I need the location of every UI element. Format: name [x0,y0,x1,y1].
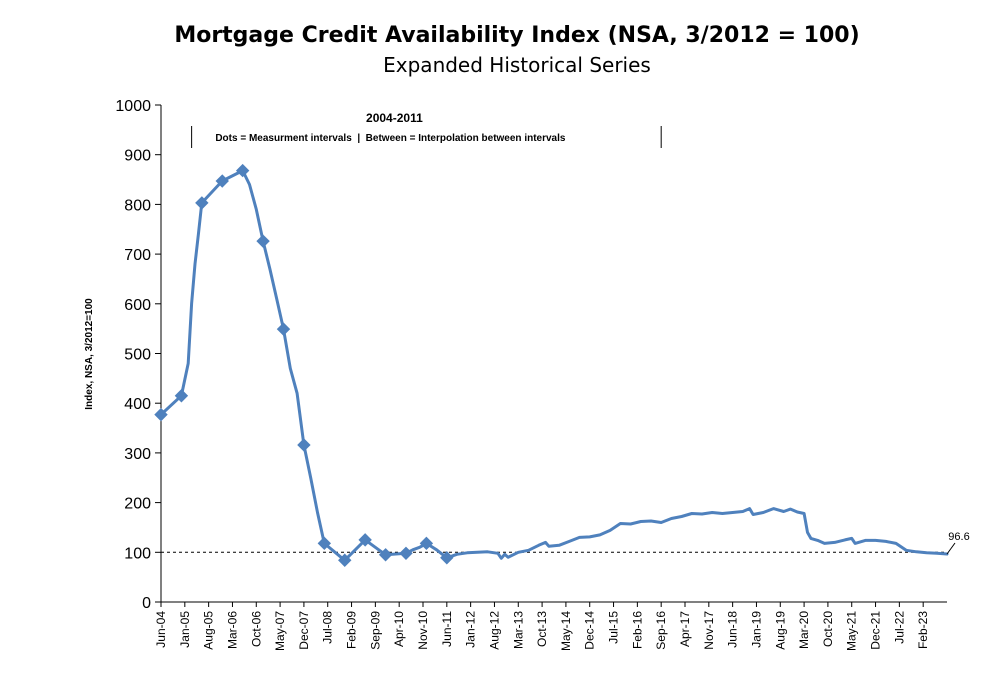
measurement-marker [317,536,332,551]
x-tick-label: Oct-13 [535,611,549,647]
measurement-marker [338,553,352,567]
x-tick-label: May-21 [845,611,859,651]
y-tick-label: 200 [124,496,151,513]
x-tick-label: Aug-05 [202,611,216,650]
measurement-markers [154,163,454,567]
x-tick-label: Jan-05 [178,611,192,648]
measurement-marker [358,533,372,547]
x-tick-label: May-07 [273,611,287,651]
x-tick-label: Dec-14 [583,611,597,650]
measurement-marker [276,322,291,336]
x-tick-label: Nov-10 [416,611,430,650]
measurement-marker [154,407,168,422]
x-tick-label: Apr-10 [392,611,406,647]
x-tick-label: Jan-19 [749,611,763,648]
chart-title: Mortgage Credit Availability Index (NSA,… [174,23,859,48]
x-tick-label: Aug-19 [773,611,787,650]
x-tick-label: Jun-11 [440,611,454,647]
x-tick-label: Dec-07 [297,611,311,650]
x-tick-label: Sep-16 [654,611,668,650]
x-tick-label: Mar-13 [511,611,525,649]
y-tick-label: 300 [124,446,151,463]
x-tick-label: Mar-20 [797,611,811,649]
y-tick-label: 900 [124,148,151,165]
y-tick-label: 700 [124,247,151,264]
x-tick-label: Feb-09 [345,611,359,649]
y-tick-label: 600 [124,297,151,314]
x-tick-label: Jan-12 [464,611,478,648]
x-tick-label: Jul-08 [321,611,335,644]
annotation-title: 2004-2011 [366,111,423,125]
measurement-marker [235,163,250,178]
y-tick-label: 100 [124,545,151,562]
measurement-marker [440,551,454,565]
x-tick-label: Sep-09 [368,611,382,650]
x-tick-label: Jul-22 [892,611,906,644]
x-tick-label: Nov-17 [702,611,716,650]
x-tick-label: Aug-12 [487,611,501,650]
y-tick-label: 0 [142,595,151,612]
y-tick-label: 800 [124,197,151,214]
series-line-mcai [159,169,949,562]
measurement-marker [297,438,311,452]
measurement-marker [195,196,209,210]
x-tick-label: May-14 [559,611,573,651]
y-tick-label: 1000 [115,98,151,115]
x-axis: Jun-04 Jan-05 Aug-05 Mar-06 Oct-06 May-07 Dec-… [154,601,947,651]
y-axis: 0 100 200 300 400 500 600 700 800 900 1000 [115,98,162,612]
y-tick-label: 400 [124,396,151,413]
x-tick-label: Oct-20 [821,611,835,647]
last-value-label: 96.6 [948,531,969,543]
x-tick-label: Oct-06 [249,611,263,647]
annotation-text: Dots = Measurment intervals | Between = … [215,133,566,144]
y-axis-label: Index, NSA, 3/2012=100 [84,298,95,410]
x-tick-label: Feb-23 [916,611,930,649]
chart-subtitle: Expanded Historical Series [383,53,651,77]
x-tick-label: Feb-16 [630,611,644,649]
measurement-marker [419,536,434,551]
last-value-leader [946,542,956,555]
measurement-marker [399,546,413,561]
x-tick-label: Apr-17 [678,611,692,647]
y-tick-label: 500 [124,347,151,364]
x-tick-label: Jun-04 [154,611,168,648]
measurement-marker [256,234,270,248]
x-tick-label: Jul-15 [607,611,621,644]
measurement-marker [378,548,393,562]
x-tick-label: Dec-21 [869,611,883,650]
measurement-marker [215,174,229,188]
x-tick-label: Jun-18 [726,611,740,648]
x-tick-label: Mar-06 [225,611,239,649]
measurement-marker [174,389,189,403]
